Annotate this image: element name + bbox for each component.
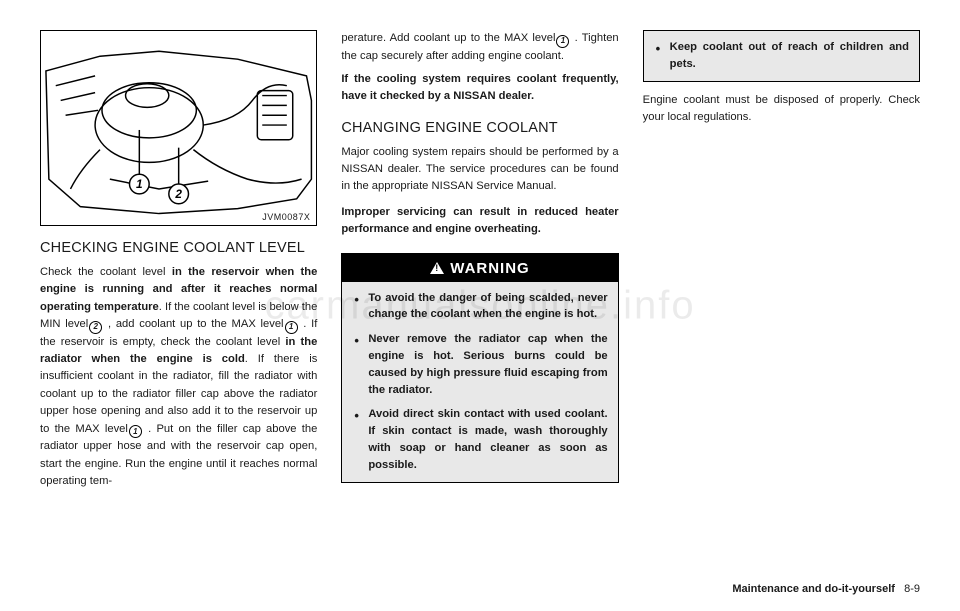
ref-2-icon: 2 [89, 321, 102, 334]
callout-2: 2 [174, 188, 182, 201]
warning-header: WARNING [342, 254, 617, 282]
text-bold: Improper servicing can result in reduced… [341, 206, 618, 235]
warning-triangle-icon [430, 262, 444, 274]
footer-section: Maintenance and do-it-yourself [732, 583, 895, 595]
footer-page: 8-9 [904, 583, 920, 595]
note-list: Keep coolant out of reach of children an… [654, 39, 909, 73]
callout-1: 1 [136, 178, 143, 191]
warning-body: To avoid the danger of being scalded, ne… [342, 282, 617, 482]
figure-svg: 1 2 [41, 31, 316, 225]
note-item: Keep coolant out of reach of children an… [654, 39, 909, 73]
ref-1-icon: 1 [285, 321, 298, 334]
column-1: 1 2 JVM0087X CHECKING ENGINE COOLANT LEV… [40, 30, 317, 570]
warning-list: To avoid the danger of being scalded, ne… [352, 290, 607, 474]
page-footer: Maintenance and do-it-yourself 8-9 [732, 583, 920, 595]
col2-p2: If the cooling system requires coolant f… [341, 71, 618, 106]
warning-title: WARNING [450, 260, 530, 277]
text: Check the coolant level [40, 266, 172, 278]
warning-box: WARNING To avoid the danger of being sca… [341, 253, 618, 483]
col3-p1: Engine coolant must be disposed of prope… [643, 92, 920, 127]
column-3: Keep coolant out of reach of children an… [643, 30, 920, 570]
heading-checking-coolant: CHECKING ENGINE COOLANT LEVEL [40, 240, 317, 256]
engine-coolant-figure: 1 2 JVM0087X [40, 30, 317, 226]
text: , add coolant up to the MAX level [103, 318, 283, 330]
warning-item: Never remove the radiator cap when the e… [352, 331, 607, 398]
ref-1-icon: 1 [129, 425, 142, 438]
column-2: perature. Add coolant up to the MAX leve… [341, 30, 618, 570]
text: perature. Add coolant up to the MAX leve… [341, 32, 555, 44]
heading-changing-coolant: CHANGING ENGINE COOLANT [341, 120, 618, 136]
warning-item: Avoid direct skin contact with used cool… [352, 406, 607, 473]
text-bold: If the cooling system requires coolant f… [341, 73, 618, 102]
col2-p4: Improper servicing can result in reduced… [341, 204, 618, 239]
ref-1-icon: 1 [556, 35, 569, 48]
col2-p1: perature. Add coolant up to the MAX leve… [341, 30, 618, 65]
figure-code: JVM0087X [262, 212, 310, 222]
warning-item: To avoid the danger of being scalded, ne… [352, 290, 607, 324]
note-box: Keep coolant out of reach of children an… [643, 30, 920, 82]
col2-p3: Major cooling system repairs should be p… [341, 144, 618, 196]
page-columns: 1 2 JVM0087X CHECKING ENGINE COOLANT LEV… [40, 30, 920, 570]
col1-paragraph: Check the coolant level in the reservoir… [40, 264, 317, 490]
